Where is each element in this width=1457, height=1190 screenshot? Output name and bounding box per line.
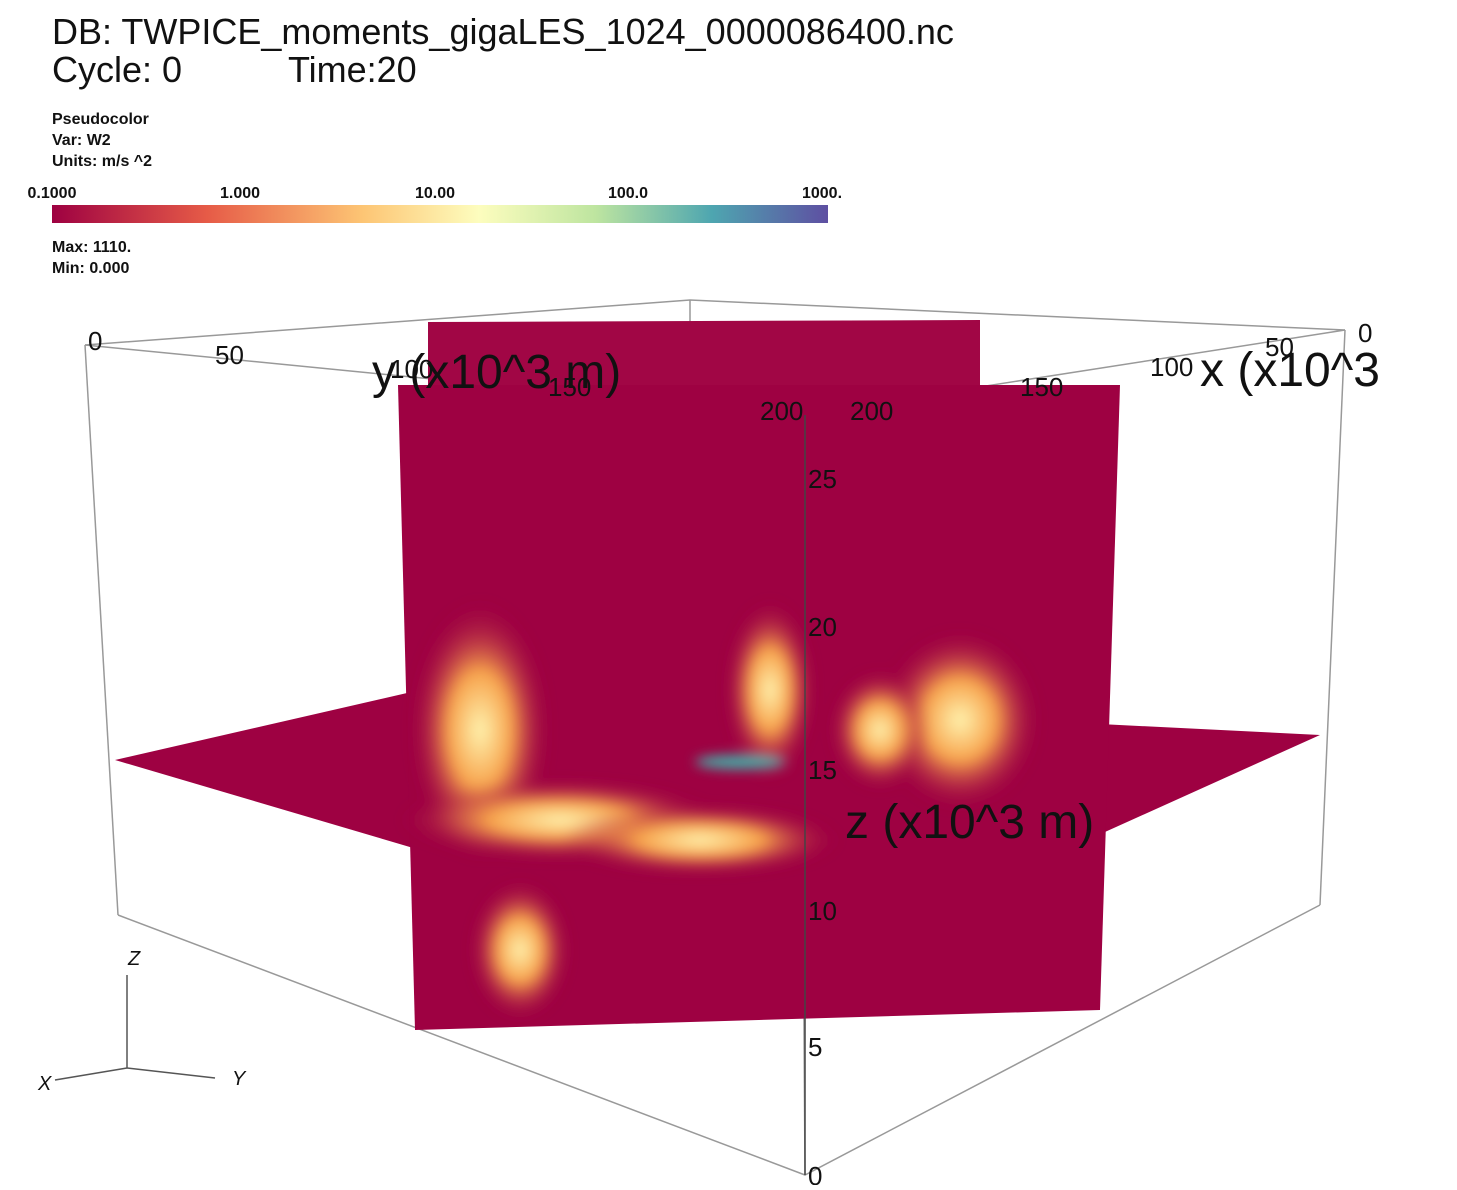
- legend-plot: Pseudocolor: [52, 111, 149, 128]
- colorbar: [52, 205, 828, 223]
- cycle: Cycle: 0: [52, 49, 182, 90]
- z-axis-title: z (x10^3 m): [845, 796, 1094, 849]
- legend-units: Units: m/s ^2: [52, 153, 152, 170]
- legend-min: Min: 0.000: [52, 260, 129, 277]
- y-tick-label: 0: [88, 326, 102, 356]
- orientation-triad: [55, 975, 215, 1080]
- y-tick-label: 200: [760, 396, 803, 426]
- z-tick-label: 25: [808, 464, 837, 494]
- db-name: DB: TWPICE_moments_gigaLES_1024_00000864…: [52, 11, 954, 52]
- y-axis-title: y (x10^3 m): [372, 346, 621, 399]
- legend-var: Var: W2: [52, 132, 111, 149]
- z-tick-label: 5: [808, 1032, 822, 1062]
- triad-y: Y: [232, 1068, 247, 1090]
- triad-z: Z: [127, 948, 141, 970]
- colorbar-tick: 1.000: [220, 185, 260, 202]
- z-tick-label: 20: [808, 612, 837, 642]
- time: Time:20: [288, 49, 417, 90]
- z-tick-label: 0: [808, 1161, 822, 1185]
- triad-x: X: [37, 1073, 52, 1095]
- x-tick-label: 200: [850, 396, 893, 426]
- colorbar-tick: 10.00: [415, 185, 455, 202]
- x-tick-label: 150: [1020, 372, 1063, 402]
- colorbar-tick: 1000.: [802, 185, 842, 202]
- colorbar-tick: 0.1000: [28, 185, 77, 202]
- x-axis-title: x (x10^3: [1200, 344, 1380, 397]
- x-tick-label: 100: [1150, 352, 1193, 382]
- y-tick-label: 50: [215, 340, 244, 370]
- visualization: DB: TWPICE_moments_gigaLES_1024_00000864…: [0, 0, 1457, 1185]
- z-tick-label: 15: [808, 755, 837, 785]
- z-tick-label: 10: [808, 896, 837, 926]
- colorbar-tick: 100.0: [608, 185, 648, 202]
- legend-max: Max: 1110.: [52, 239, 131, 256]
